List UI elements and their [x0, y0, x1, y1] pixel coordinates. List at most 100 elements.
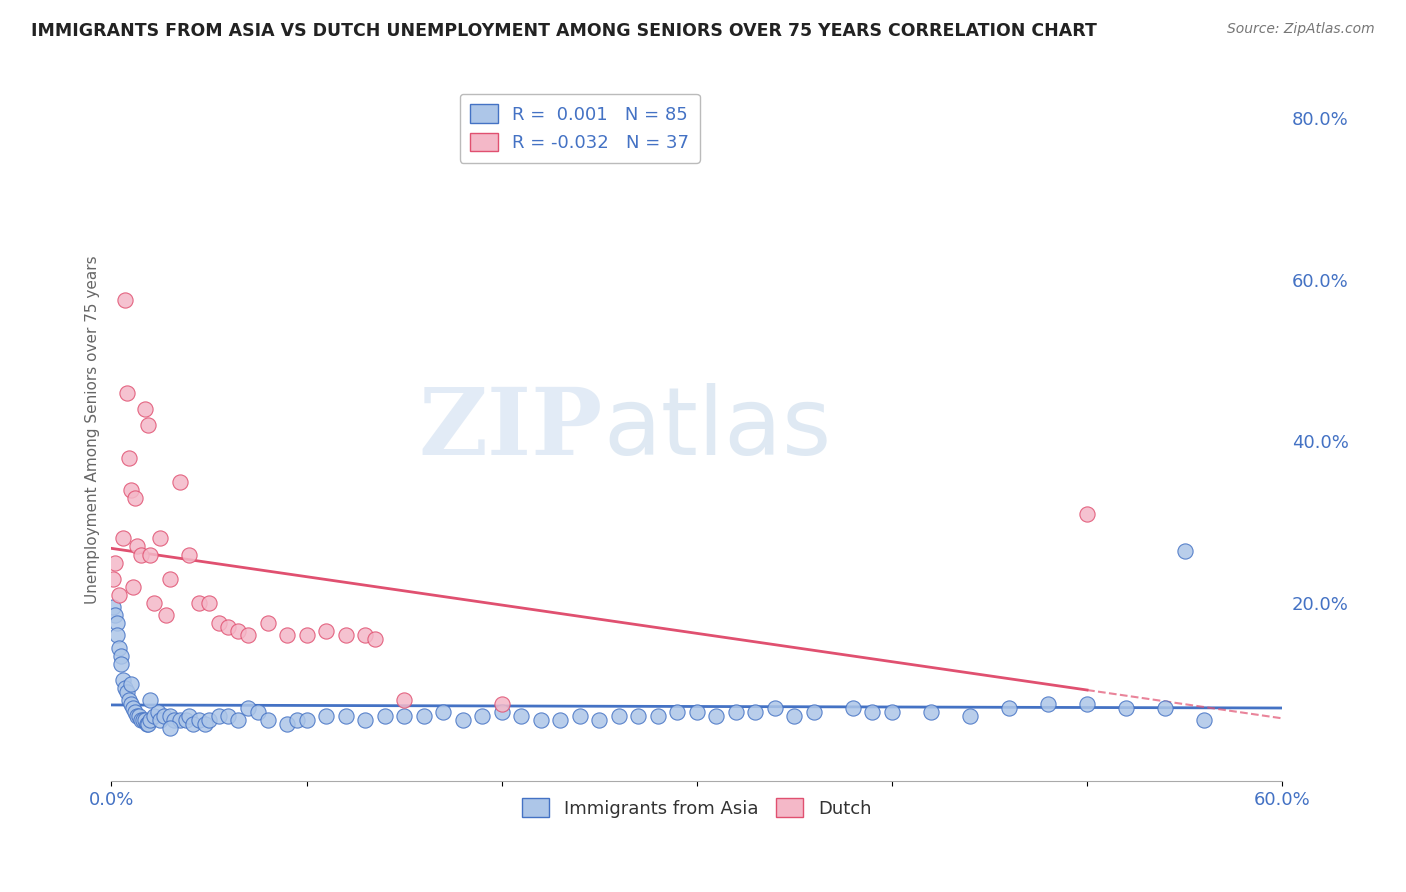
Point [276, 717, 298, 731]
Point [686, 705, 709, 719]
Text: atlas: atlas [603, 384, 831, 475]
Point [226, 624, 249, 639]
Point [188, 714, 211, 728]
Point [471, 709, 494, 723]
Point [134, 714, 156, 728]
Point [120, 677, 142, 691]
Point [920, 705, 942, 719]
Point [1076, 507, 1098, 521]
Point [1192, 714, 1215, 728]
Point [103, 600, 125, 615]
Point [112, 673, 135, 687]
Point [880, 705, 903, 719]
Point [120, 483, 142, 497]
Point [315, 624, 337, 639]
Point [118, 450, 141, 465]
Point [125, 709, 148, 723]
Point [163, 714, 186, 728]
Point [118, 693, 141, 707]
Point [491, 697, 513, 711]
Point [125, 540, 148, 554]
Point [128, 709, 150, 723]
Point [842, 701, 865, 715]
Point [174, 714, 197, 728]
Point [392, 693, 415, 707]
Point [276, 628, 298, 642]
Point [432, 705, 454, 719]
Point [108, 588, 131, 602]
Point [236, 628, 259, 642]
Point [114, 681, 136, 695]
Point [491, 705, 513, 719]
Point [134, 402, 156, 417]
Point [138, 717, 160, 731]
Point [104, 556, 127, 570]
Point [295, 714, 318, 728]
Point [530, 714, 553, 728]
Point [153, 709, 176, 723]
Point [120, 697, 142, 711]
Point [724, 705, 747, 719]
Point [704, 709, 727, 723]
Point [105, 616, 128, 631]
Point [647, 709, 669, 723]
Point [510, 709, 533, 723]
Point [1174, 543, 1197, 558]
Point [256, 616, 278, 631]
Point [763, 701, 786, 715]
Point [155, 608, 177, 623]
Point [122, 580, 145, 594]
Point [218, 709, 240, 723]
Point [122, 701, 145, 715]
Point [115, 385, 138, 400]
Y-axis label: Unemployment Among Seniors over 75 years: Unemployment Among Seniors over 75 years [86, 255, 100, 604]
Point [194, 717, 217, 731]
Point [124, 705, 146, 719]
Point [548, 714, 571, 728]
Point [607, 709, 630, 723]
Point [959, 709, 981, 723]
Point [138, 418, 160, 433]
Point [169, 714, 191, 728]
Point [103, 572, 125, 586]
Point [110, 648, 132, 663]
Point [226, 714, 249, 728]
Point [1036, 697, 1059, 711]
Point [666, 705, 689, 719]
Point [183, 717, 205, 731]
Point [1154, 701, 1177, 715]
Point [105, 628, 128, 642]
Point [1076, 697, 1098, 711]
Point [354, 628, 377, 642]
Point [104, 608, 127, 623]
Point [335, 628, 357, 642]
Point [198, 714, 221, 728]
Point [129, 548, 152, 562]
Legend: Immigrants from Asia, Dutch: Immigrants from Asia, Dutch [515, 791, 879, 825]
Point [188, 596, 211, 610]
Text: Source: ZipAtlas.com: Source: ZipAtlas.com [1227, 22, 1375, 37]
Point [412, 709, 434, 723]
Point [159, 709, 181, 723]
Point [295, 628, 318, 642]
Point [627, 709, 650, 723]
Point [744, 705, 766, 719]
Point [236, 701, 259, 715]
Point [149, 714, 172, 728]
Point [218, 620, 240, 634]
Point [139, 548, 162, 562]
Point [862, 705, 884, 719]
Point [354, 714, 377, 728]
Point [208, 616, 231, 631]
Point [143, 596, 166, 610]
Point [179, 709, 201, 723]
Point [198, 596, 221, 610]
Point [139, 693, 162, 707]
Point [169, 475, 191, 489]
Point [148, 705, 170, 719]
Point [208, 709, 231, 723]
Point [135, 717, 157, 731]
Point [179, 548, 201, 562]
Point [139, 714, 162, 728]
Point [451, 714, 474, 728]
